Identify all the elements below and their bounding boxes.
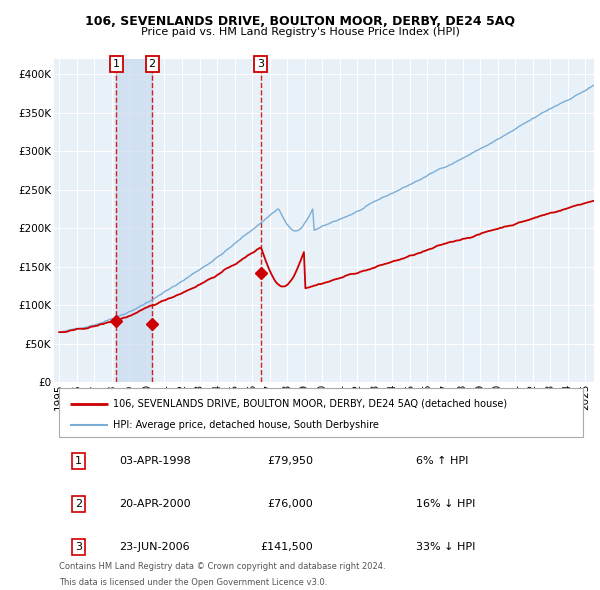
Bar <box>116 59 152 382</box>
Text: 106, SEVENLANDS DRIVE, BOULTON MOOR, DERBY, DE24 5AQ (detached house): 106, SEVENLANDS DRIVE, BOULTON MOOR, DER… <box>113 399 508 409</box>
Text: Price paid vs. HM Land Registry's House Price Index (HPI): Price paid vs. HM Land Registry's House … <box>140 27 460 37</box>
Text: £79,950: £79,950 <box>267 455 313 466</box>
Text: 2: 2 <box>149 59 156 69</box>
Text: £141,500: £141,500 <box>260 542 313 552</box>
Text: 23-JUN-2006: 23-JUN-2006 <box>119 542 190 552</box>
Text: £76,000: £76,000 <box>268 499 313 509</box>
Text: 16% ↓ HPI: 16% ↓ HPI <box>416 499 475 509</box>
Text: 3: 3 <box>75 542 82 552</box>
Text: HPI: Average price, detached house, South Derbyshire: HPI: Average price, detached house, Sout… <box>113 420 379 430</box>
Text: Contains HM Land Registry data © Crown copyright and database right 2024.: Contains HM Land Registry data © Crown c… <box>59 562 386 571</box>
Text: 1: 1 <box>113 59 120 69</box>
Text: 2: 2 <box>75 499 82 509</box>
FancyBboxPatch shape <box>59 388 583 437</box>
Text: 03-APR-1998: 03-APR-1998 <box>119 455 191 466</box>
Text: 33% ↓ HPI: 33% ↓ HPI <box>416 542 475 552</box>
Text: 20-APR-2000: 20-APR-2000 <box>119 499 190 509</box>
Text: 6% ↑ HPI: 6% ↑ HPI <box>416 455 468 466</box>
Text: 106, SEVENLANDS DRIVE, BOULTON MOOR, DERBY, DE24 5AQ: 106, SEVENLANDS DRIVE, BOULTON MOOR, DER… <box>85 15 515 28</box>
Text: This data is licensed under the Open Government Licence v3.0.: This data is licensed under the Open Gov… <box>59 578 328 586</box>
Text: 3: 3 <box>257 59 264 69</box>
Text: 1: 1 <box>75 455 82 466</box>
